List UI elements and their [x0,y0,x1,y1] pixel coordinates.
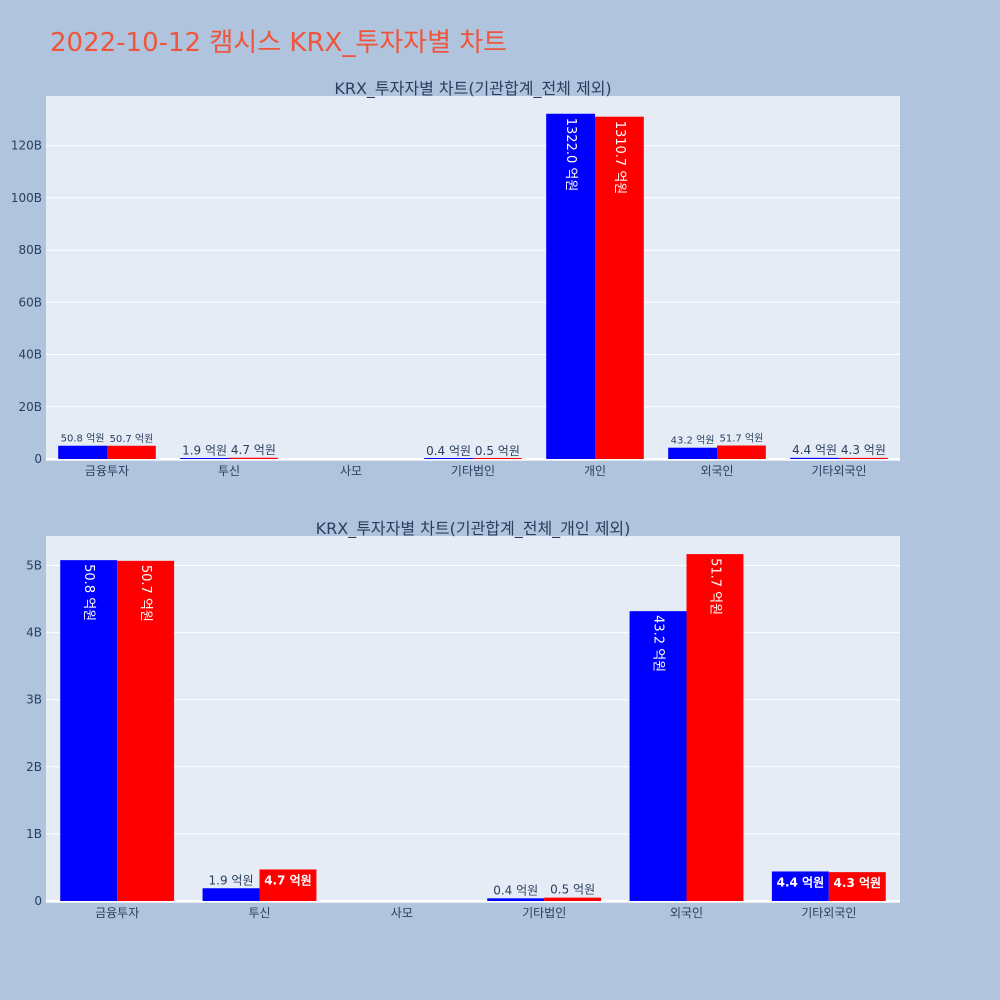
data-label: 1310.7 억원 [612,121,627,195]
x-tick-label: 투신 [218,464,240,478]
data-label: 4.4 억원 [777,875,825,889]
data-label: 50.7 억원 [109,433,153,445]
y-tick-label: 3B [26,693,42,707]
y-tick-label: 0 [34,894,42,908]
data-label: 51.7 억원 [719,432,763,444]
y-tick-label: 20B [18,400,42,414]
bar [544,897,602,901]
bar [717,445,766,459]
bar [107,445,156,459]
y-tick-label: 5B [26,559,42,573]
x-tick-label: 기타법인 [451,464,495,478]
x-tick-label: 기타외국인 [801,906,856,920]
chart-title: KRX_투자자별 차트(기관합계_전체_개인 제외) [316,519,631,539]
y-tick-label: 40B [18,348,42,362]
bar [668,447,717,459]
y-tick-label: 0 [34,452,42,466]
bar [229,457,278,459]
bar [839,457,888,459]
data-label: 51.7 억원 [707,558,722,615]
x-tick-label: 사모 [340,464,362,478]
y-tick-label: 1B [26,827,42,841]
x-tick-label: 사모 [391,906,413,920]
bar [117,560,175,901]
bar [180,458,229,459]
chart-2: 0 1B 2B 3B 4B 5B KRX_투자자별 차트(기관합계_전체_개인 제외) 금융투… [26,519,900,920]
y-tick-label: 100B [11,191,42,205]
data-label: 43.2 억원 [671,435,715,447]
y-tick-label: 120B [11,139,42,153]
bar [629,611,687,901]
bar [424,458,473,459]
bar [473,458,522,459]
x-tick-label: 기타법인 [522,906,566,920]
data-label: 0.5 억원 [475,444,520,458]
data-label: 4.3 억원 [841,443,886,457]
x-tick-label: 투신 [248,906,270,920]
data-label: 0.5 억원 [550,883,595,897]
page-title: 2022-10-12 캠시스 KRX_투자자별 차트 [50,28,508,58]
x-tick-label: 금융투자 [85,464,129,478]
data-label: 43.2 억원 [651,615,666,672]
data-label: 1.9 억원 [209,873,254,887]
plot-area [46,96,900,461]
x-tick-label: 외국인 [700,464,733,478]
x-tick-label: 금융투자 [95,906,139,920]
bar [771,871,829,901]
data-label: 4.7 억원 [264,873,312,887]
bar [202,888,260,901]
data-label: 4.3 억원 [834,876,882,890]
chart-1: 0 20B 40B 60B 80B 100B 120B KRX_투자자별 차트(기관합계_전체… [11,79,900,478]
y-tick-label: 2B [26,760,42,774]
data-label: 50.8 억원 [61,433,105,445]
bar [790,457,839,459]
bar [595,116,644,459]
bar [686,554,744,901]
bar [828,872,886,901]
x-tick-label: 개인 [584,464,606,478]
bar [58,445,107,459]
data-label: 50.7 억원 [138,565,153,622]
y-tick-label: 80B [18,243,42,257]
x-tick-label: 기타외국인 [811,464,866,478]
x-tick-label: 외국인 [670,906,703,920]
data-label: 4.7 억원 [231,443,276,457]
data-label: 1.9 억원 [182,444,227,458]
data-label: 0.4 억원 [426,444,471,458]
y-tick-label: 60B [18,295,42,309]
data-label: 0.4 억원 [493,883,538,897]
chart-title: KRX_투자자별 차트(기관합계_전체 제외) [334,79,611,99]
plot-area [46,536,900,903]
bar [259,869,317,901]
bar [546,113,595,459]
y-tick-label: 4B [26,626,42,640]
data-label: 4.4 억원 [792,443,837,457]
data-label: 1322.0 억원 [563,118,578,192]
bar [60,560,118,901]
bar [487,898,545,901]
data-label: 50.8 억원 [81,564,96,621]
